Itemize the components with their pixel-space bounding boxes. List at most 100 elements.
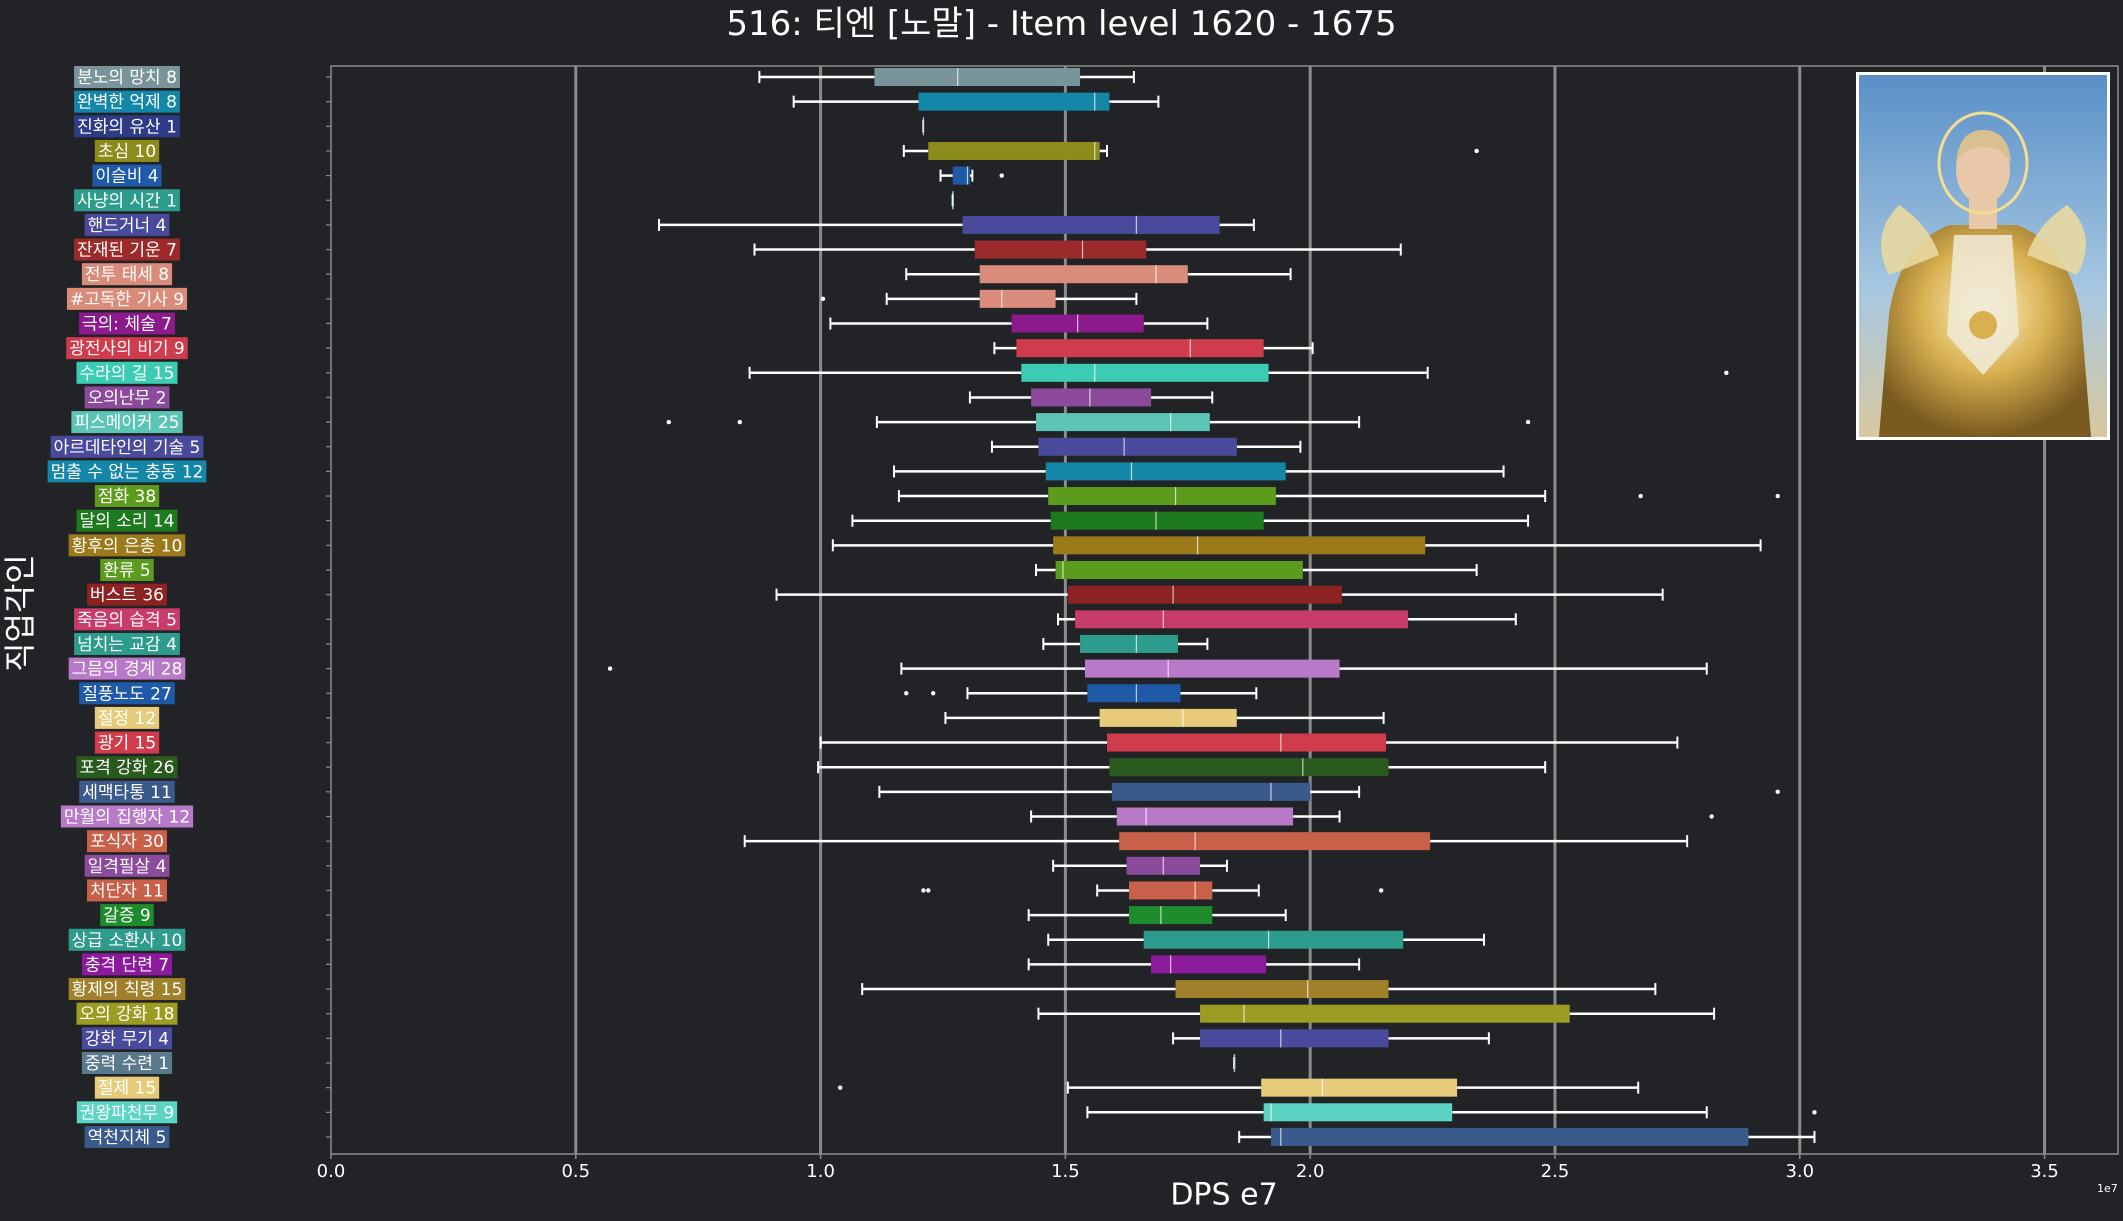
category-label-bg [79, 312, 175, 335]
box-plot [837, 1078, 1640, 1097]
outlier-point [666, 419, 672, 425]
x-tick-label: 0.0 [317, 1161, 346, 1182]
category-label: 초심 10 [94, 139, 160, 162]
box-iqr [1075, 610, 1409, 629]
outlier-point [1378, 888, 1384, 893]
box-iqr [1175, 980, 1389, 999]
category-label-text: 갈증 9 [103, 906, 151, 926]
box-iqr [1111, 782, 1311, 801]
category-label-bg [79, 780, 175, 803]
category-label-text: 환류 5 [103, 561, 151, 581]
category-label-text: 분노의 망치 8 [77, 68, 177, 88]
category-label: 권왕파천무 9 [76, 1101, 178, 1124]
x-tick-label: 2.0 [1296, 1161, 1325, 1182]
category-label-text: 황제의 칙령 15 [72, 980, 183, 1000]
category-label-bg [94, 485, 160, 508]
category-label: 오의난무 2 [84, 386, 170, 409]
box-iqr [1067, 585, 1343, 604]
box-plot [775, 585, 1664, 604]
category-label-text: 넘치는 교감 4 [77, 635, 177, 655]
category-label-text: 충격 단련 7 [85, 955, 169, 975]
category-label: 달의 소리 14 [76, 509, 178, 532]
category-label: 아르데타인의 기술 5 [50, 435, 204, 458]
category-label-bg [74, 115, 180, 138]
box-plot [758, 68, 1135, 86]
category-label-bg [74, 238, 180, 261]
box-iqr [952, 166, 970, 185]
category-label-text: 초심 10 [98, 142, 156, 162]
box-iqr [1084, 659, 1340, 678]
box-plot [819, 733, 1679, 752]
box-plot [861, 980, 1657, 999]
axes-frame [330, 65, 2119, 1155]
category-label-bg [74, 90, 180, 113]
box-series [607, 68, 1817, 1146]
category-label-text: 잔재된 기운 7 [77, 241, 177, 261]
category-label: 점화 38 [94, 485, 160, 508]
outlier-point [1525, 419, 1531, 425]
category-label-text: 달의 소리 14 [80, 512, 175, 532]
category-label: 잔재된 기운 7 [74, 238, 180, 261]
category-label-bg [94, 139, 160, 162]
category-label: 완벽한 억제 8 [74, 90, 180, 113]
x-exponent-label: 1e7 [2097, 1182, 2118, 1195]
category-label-bg [81, 1027, 173, 1050]
box-iqr [1116, 807, 1294, 826]
box-plot [1086, 1103, 1817, 1122]
box-iqr [928, 141, 1100, 160]
outlier-point [1775, 493, 1780, 499]
x-tick-label: 3.0 [1785, 1161, 1814, 1182]
category-label: 세맥타통 11 [79, 780, 175, 803]
category-label: 분노의 망치 8 [74, 66, 180, 88]
category-label-text: 오의난무 2 [88, 388, 167, 408]
category-label-text: 역천지체 5 [88, 1128, 167, 1148]
x-tick-label: 1.5 [1051, 1161, 1080, 1182]
category-label-bg [68, 657, 186, 680]
category-label: 핸드거너 4 [84, 213, 170, 236]
category-label-text: 진화의 유산 1 [77, 117, 177, 137]
box-plot [1057, 610, 1517, 629]
category-label-bg [47, 460, 207, 483]
category-label-bg [87, 583, 167, 606]
box-plot [993, 339, 1314, 358]
category-label-text: 권왕파천무 9 [80, 1103, 174, 1123]
category-label-text: 핸드거너 4 [88, 216, 167, 236]
category-label-text: 중력 수련 1 [85, 1054, 169, 1074]
category-label-text: 강화 무기 4 [85, 1029, 169, 1049]
box-iqr [974, 240, 1147, 259]
category-label: 극의: 체술 7 [79, 312, 175, 335]
box-plot [878, 782, 1780, 801]
outlier-point [737, 419, 743, 425]
box-iqr [1050, 511, 1264, 530]
box-iqr [1036, 413, 1210, 432]
category-label: 역천지체 5 [84, 1125, 170, 1148]
category-label: 죽음의 습격 5 [74, 608, 180, 631]
outlier-point [926, 888, 931, 893]
outlier-point [607, 666, 613, 671]
box-iqr [1129, 906, 1213, 925]
box-plot [951, 191, 954, 210]
category-label: 버스트 36 [87, 583, 167, 606]
category-label-text: 사냥의 시간 1 [77, 191, 177, 211]
category-label-text: 오의 강화 18 [80, 1005, 175, 1025]
box-iqr [1129, 881, 1213, 900]
category-label: #고독한 기사 9 [66, 287, 188, 310]
category-label-bg [84, 854, 170, 877]
category-label-bg [87, 879, 167, 902]
outlier-point [930, 691, 936, 696]
portrait-art [1859, 75, 2107, 437]
category-label-text: 멈출 수 없는 충동 12 [51, 462, 204, 482]
category-label-bg [76, 361, 178, 384]
box-plot [1172, 1029, 1490, 1048]
box-plot [753, 240, 1402, 259]
category-label: 처단자 11 [87, 879, 167, 902]
category-label: 질풍노도 27 [79, 682, 175, 705]
category-label: 포격 강화 26 [76, 756, 178, 779]
outlier-point [1709, 814, 1714, 819]
outlier-point [1775, 789, 1780, 795]
category-label-bg [100, 904, 154, 927]
box-plot [1030, 807, 1714, 826]
category-label-bg [68, 928, 186, 951]
box-plot [792, 92, 1160, 111]
outlier-point [1812, 1110, 1817, 1115]
